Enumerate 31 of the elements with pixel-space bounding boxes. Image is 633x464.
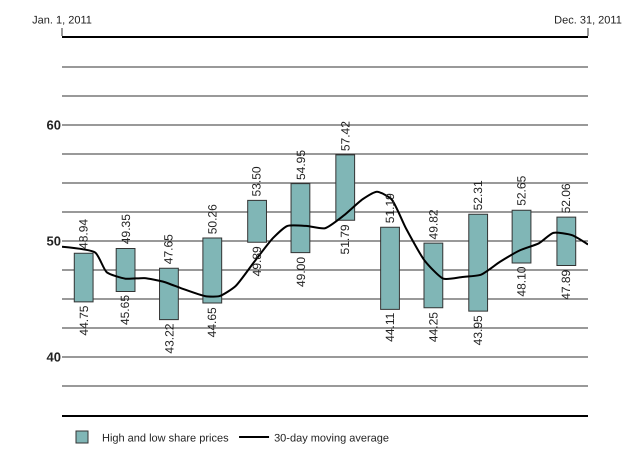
annotation: 49.35 [119, 214, 134, 244]
y-tick-label: 40 [46, 350, 61, 365]
annotation: 44.11 [383, 312, 398, 342]
annotation: 57.42 [338, 120, 352, 152]
annotation: 53.50 [250, 166, 264, 196]
annotation: 43.22 [162, 323, 176, 354]
annotation: 49.82 [426, 209, 440, 240]
annotation: 44.25 [426, 312, 441, 342]
annotation: 50.26 [205, 204, 220, 234]
legend-label: High and low share prices [102, 432, 230, 444]
annotation: 51.79 [338, 224, 352, 254]
annotation: 47.89 [558, 269, 573, 300]
annotation: 48.94 [76, 218, 90, 249]
annotation: 47.65 [162, 234, 176, 264]
annotation: 52.06 [559, 183, 574, 214]
x-tick-label: Dec. 31, 2011 [554, 14, 622, 27]
legend-label: 30-day moving average [274, 432, 390, 444]
annotation: 45.65 [118, 294, 132, 326]
x-tick-label: Jan. 1, 2011 [32, 14, 92, 27]
annotation: 52.65 [514, 175, 528, 206]
annotation: 51.19 [382, 192, 397, 224]
annotation: 44.75 [76, 305, 91, 336]
annotation: 49.00 [294, 256, 308, 288]
annotation: 43.95 [471, 315, 485, 346]
annotation: 44.65 [205, 306, 220, 338]
annotation: 52.31 [470, 180, 485, 210]
annotation: 48.10 [514, 266, 528, 297]
annotation: 49.89 [250, 246, 264, 276]
y-tick-label: 60 [46, 118, 61, 133]
annotation: 54.95 [294, 150, 308, 180]
y-tick-label: 50 [46, 234, 61, 249]
